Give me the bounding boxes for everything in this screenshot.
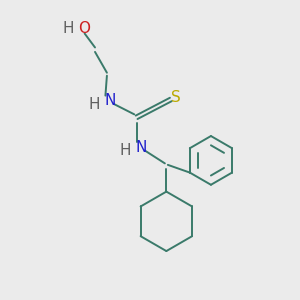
Text: S: S xyxy=(171,91,181,106)
Text: N: N xyxy=(135,140,147,154)
Text: N: N xyxy=(104,94,116,109)
Text: H: H xyxy=(62,21,74,36)
Text: O: O xyxy=(79,21,91,36)
Text: H: H xyxy=(88,97,100,112)
Text: H: H xyxy=(120,143,131,158)
